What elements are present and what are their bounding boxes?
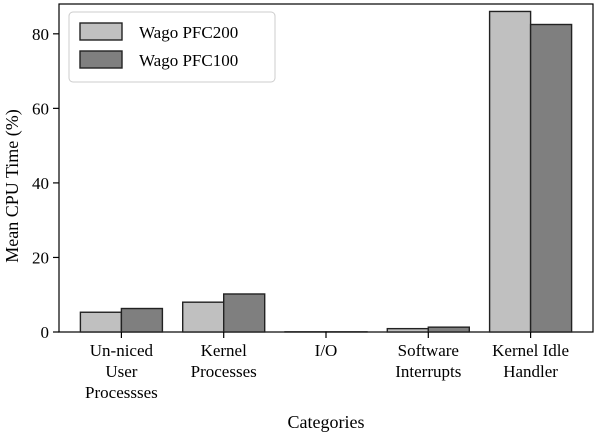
x-axis-title: Categories: [288, 412, 365, 432]
x-tick-label-line: Kernel: [201, 341, 248, 360]
x-tick-label-line: I/O: [315, 341, 338, 360]
x-tick-label-line: User: [105, 362, 137, 381]
legend-label: Wago PFC100: [139, 51, 238, 70]
bars: [79, 10, 573, 333]
y-axis: 0 20 40 60 80: [32, 25, 59, 342]
legend-swatch: [79, 50, 123, 69]
bar-wago-pfc200-4: [488, 10, 532, 333]
bar-wago-pfc200-0: [79, 311, 123, 333]
x-tick-label: Kernel Idle Handler: [492, 341, 569, 381]
y-tick-label: 0: [41, 323, 50, 342]
x-tick-label-line: Interrupts: [395, 362, 461, 381]
x-axis: Un-niced User Processses Kernel Processes I/O…: [85, 332, 569, 402]
x-tick-label: I/O: [315, 341, 338, 360]
y-tick-label: 20: [32, 248, 49, 267]
x-tick-label: Un-niced User Processses: [85, 341, 158, 402]
legend-label: Wago PFC200: [139, 23, 238, 42]
legend-swatch: [79, 22, 123, 41]
bar-wago-pfc100-1: [223, 293, 266, 333]
y-tick-label: 60: [32, 99, 49, 118]
x-tick-label-line: Un-niced: [90, 341, 154, 360]
bar-wago-pfc100-0: [120, 307, 164, 333]
x-tick-label: Software Interrupts: [395, 341, 461, 381]
legend: Wago PFC200 Wago PFC100: [68, 11, 276, 83]
y-tick-label: 80: [32, 25, 49, 44]
x-tick-label-line: Processes: [191, 362, 257, 381]
x-tick-label-line: Software: [398, 341, 459, 360]
bar-wago-pfc200-3: [386, 327, 429, 333]
x-tick-label-line: Processses: [85, 383, 158, 402]
y-axis-title: Mean CPU Time (%): [2, 109, 23, 263]
bar-wago-pfc100-4: [529, 23, 573, 333]
x-tick-label-line: Kernel Idle: [492, 341, 569, 360]
x-tick-label-line: Handler: [503, 362, 558, 381]
bar-wago-pfc200-1: [182, 301, 225, 333]
y-tick-label: 40: [32, 174, 49, 193]
bar-wago-pfc100-3: [427, 326, 470, 333]
x-tick-label: Kernel Processes: [191, 341, 257, 381]
